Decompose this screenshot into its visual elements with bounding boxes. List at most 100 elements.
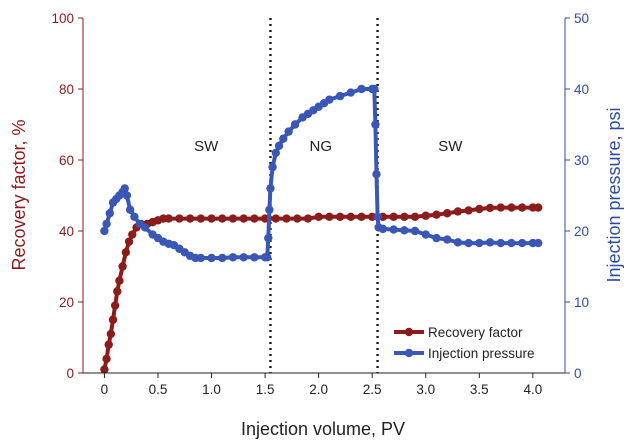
data-point: [124, 237, 134, 246]
data-point: [105, 209, 114, 218]
data-point: [335, 212, 345, 221]
data-point: [271, 148, 280, 158]
legend-swatch-marker: [404, 327, 414, 337]
legend-swatch-marker: [404, 348, 414, 358]
data-point: [164, 214, 173, 223]
data-point: [175, 214, 184, 223]
y-left-tick-label: 100: [51, 11, 74, 26]
y-left-tick-label: 60: [59, 153, 74, 168]
data-point: [228, 214, 238, 223]
data-point: [265, 205, 274, 214]
data-point: [271, 214, 280, 223]
data-point: [207, 214, 216, 223]
data-point: [372, 170, 381, 179]
data-point: [239, 214, 248, 223]
legend-label: Recovery factor: [428, 325, 523, 340]
y-left-tick-label: 80: [59, 82, 74, 97]
data-point: [485, 238, 495, 247]
data-point: [496, 203, 505, 212]
data-point: [453, 238, 463, 247]
y-right-axis-title: Injection pressure, psi: [604, 107, 624, 282]
data-point: [507, 203, 516, 212]
x-tick-label: 4.0: [523, 382, 542, 397]
y-right-tick-label: 30: [574, 153, 589, 168]
series-layer: [100, 84, 543, 374]
x-tick-label: 3.5: [470, 382, 489, 397]
data-point: [120, 184, 129, 193]
data-point: [335, 91, 345, 101]
data-point: [475, 204, 484, 214]
data-point: [110, 301, 120, 310]
data-point: [325, 95, 334, 104]
data-point: [125, 205, 135, 214]
data-point: [185, 214, 195, 223]
data-point: [140, 223, 150, 232]
x-tick-label: 2.0: [309, 382, 328, 397]
data-point: [290, 120, 300, 129]
data-point: [218, 214, 227, 223]
data-point: [284, 127, 293, 136]
data-point: [346, 212, 355, 221]
data-point: [100, 226, 109, 236]
data-point: [410, 226, 420, 236]
data-point: [250, 214, 259, 223]
data-point: [207, 253, 216, 263]
data-point: [106, 329, 116, 339]
y-left-axis-title: Recovery factor, %: [9, 119, 29, 270]
region-label-2: NG: [310, 138, 333, 155]
data-point: [102, 219, 111, 229]
y-right-tick-label: 50: [574, 11, 589, 26]
data-point: [279, 134, 288, 143]
data-point: [400, 226, 409, 235]
region-label-1: SW: [194, 138, 219, 155]
data-point: [507, 238, 516, 248]
data-point: [264, 233, 273, 243]
data-point: [432, 210, 441, 219]
x-tick-label: 0.5: [149, 382, 168, 397]
data-point: [346, 88, 355, 97]
data-point: [239, 253, 248, 262]
legend: Recovery factor Injection pressure: [394, 325, 535, 361]
y-right-tick-label: 10: [574, 295, 589, 310]
y-right-tick-label: 20: [574, 224, 589, 239]
y-left-tick-label: 20: [59, 295, 74, 310]
data-point: [421, 230, 430, 239]
data-point: [196, 214, 206, 223]
x-tick-label: 0: [101, 382, 109, 397]
series-line: [102, 87, 539, 260]
data-point: [128, 230, 137, 239]
data-point: [485, 203, 495, 213]
data-point: [453, 207, 463, 216]
data-point: [228, 253, 238, 262]
data-point: [282, 214, 291, 223]
data-point: [121, 248, 131, 257]
data-point: [113, 287, 122, 296]
data-point: [442, 209, 452, 218]
data-point: [118, 262, 127, 271]
data-point: [108, 315, 118, 324]
x-tick-label: 3.0: [416, 382, 435, 397]
x-tick-label: 1.0: [202, 382, 221, 397]
x-axis-title: Injection volume, PV: [241, 419, 405, 439]
data-point: [196, 253, 206, 263]
data-point: [421, 211, 430, 220]
data-point: [442, 235, 452, 244]
data-point: [475, 238, 484, 248]
data-point: [115, 276, 124, 285]
data-point: [293, 214, 302, 223]
data-point: [432, 233, 441, 243]
data-point: [104, 340, 113, 349]
data-point: [410, 212, 420, 221]
data-point: [517, 203, 527, 212]
data-point: [100, 365, 109, 374]
x-tick-label: 1.5: [256, 382, 275, 397]
data-point: [373, 212, 382, 221]
region-divider-lines: [269, 18, 379, 373]
data-point: [250, 253, 259, 262]
data-point: [325, 212, 334, 221]
data-point: [400, 212, 409, 221]
series-2: [100, 84, 543, 263]
data-point: [274, 141, 284, 150]
data-point: [268, 162, 277, 172]
y-left-tick-label: 40: [59, 224, 74, 239]
